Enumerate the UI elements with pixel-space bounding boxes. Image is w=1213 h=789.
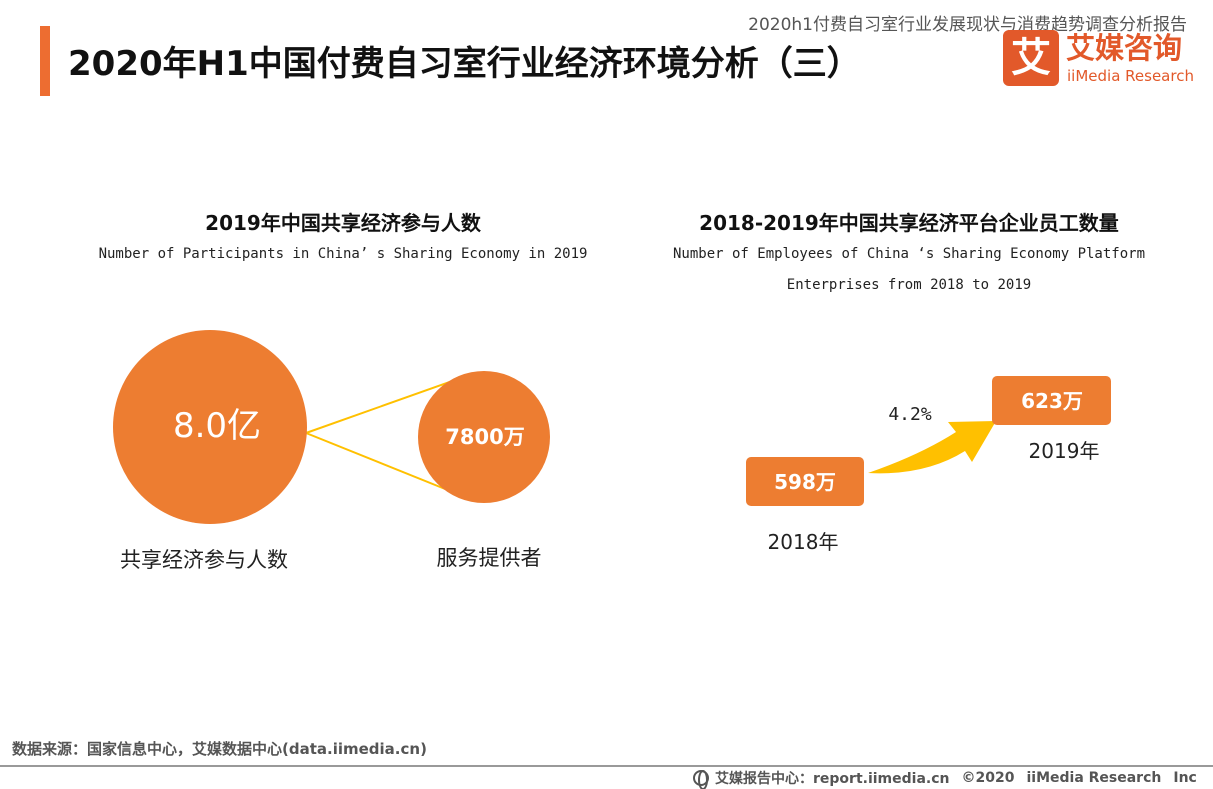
growth-arrow-icon: [868, 421, 996, 474]
left-chart-title: 2019年中国共享经济参与人数: [205, 211, 481, 235]
footer-divider: [0, 765, 1213, 767]
logo-chinese-text: 艾媒咨询: [1066, 31, 1183, 65]
bar-box-2019: [992, 376, 1111, 425]
bubble-providers: [418, 371, 550, 503]
right-chart-subtitle-line2: Enterprises from 2018 to 2019: [786, 277, 1032, 293]
logo-mark-icon: 艾: [1003, 30, 1059, 86]
report-name: 2020h1付费自习室行业发展现状与消费趋势调查分析报告: [748, 15, 1187, 35]
left-chart-subtitle: Number of Participants in China’ s Shari…: [98, 246, 588, 262]
logo-english-text: iiMedia Research: [1067, 67, 1194, 85]
iimedia-logo: 艾 艾媒咨询 iiMedia Research: [1003, 30, 1203, 86]
copyright: ©2020: [961, 770, 1015, 786]
bar-value-2018: 598万: [774, 470, 836, 494]
employee-growth-chart: 598万 623万 2018年 2019年 4.2%: [746, 376, 1111, 554]
growth-rate-label: 4.2%: [888, 404, 932, 425]
category-label-2018: 2018年: [768, 530, 839, 554]
bubble-providers-value: 7800万: [445, 425, 524, 449]
data-source: 数据来源：国家信息中心，艾媒数据中心(data.iimedia.cn): [12, 740, 427, 758]
bubble-participants-label: 共享经济参与人数: [120, 548, 288, 572]
globe-icon: [693, 770, 709, 789]
footer-brand: iiMedia Research: [1026, 770, 1162, 786]
right-chart-subtitle-line1: Number of Employees of China ‘s Sharing …: [672, 246, 1145, 262]
report-center-link[interactable]: 艾媒报告中心：report.iimedia.cn: [715, 771, 950, 787]
bar-box-2018: [746, 457, 864, 506]
bubble-participants-value: 8.0亿: [173, 406, 261, 446]
title-accent-bar: [40, 26, 50, 96]
bar-value-2019: 623万: [1021, 389, 1083, 413]
connector-line-bottom: [305, 432, 466, 498]
footer: 艾媒报告中心：report.iimedia.cn ©2020 iiMedia R…: [693, 768, 1197, 789]
page-title: 2020年H1中国付费自习室行业经济环境分析（三）: [68, 44, 861, 84]
right-chart-title: 2018-2019年中国共享经济平台企业员工数量: [699, 211, 1119, 235]
bubble-participants: [113, 330, 307, 524]
footer-truncated-text: Inc: [1173, 770, 1197, 786]
category-label-2019: 2019年: [1029, 439, 1100, 463]
bubble-providers-label: 服务提供者: [437, 546, 542, 570]
connector-line-top: [305, 378, 459, 434]
bubble-chart: 8.0亿 7800万 共享经济参与人数 服务提供者: [113, 330, 550, 572]
